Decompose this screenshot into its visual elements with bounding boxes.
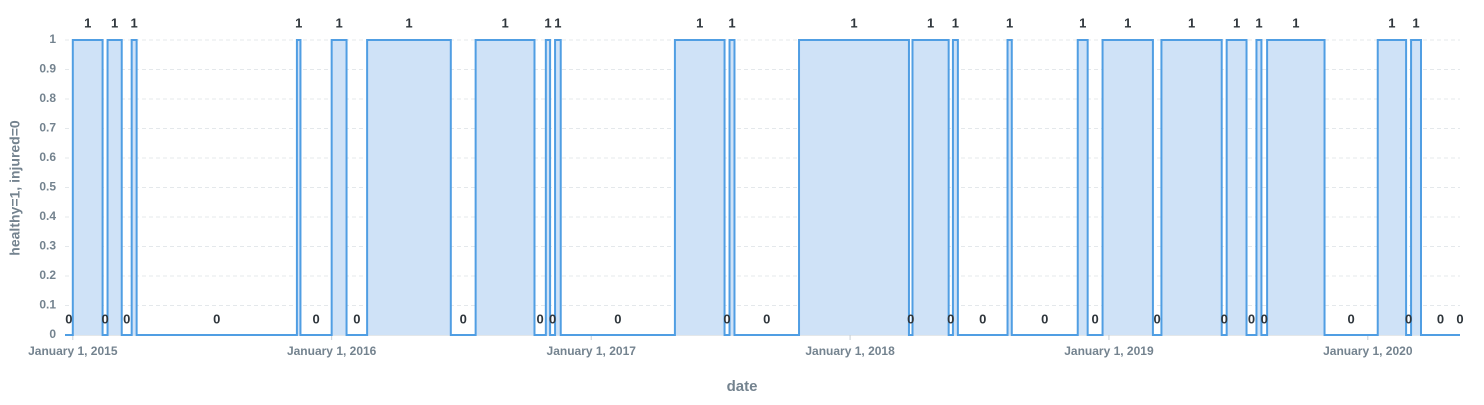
data-label: 1	[1124, 15, 1131, 30]
data-label: 0	[312, 311, 319, 326]
y-tick-label: 0.5	[39, 180, 56, 194]
data-label: 1	[544, 15, 551, 30]
y-tick-label: 0.7	[39, 121, 56, 135]
y-tick-label: 0.3	[39, 239, 56, 253]
data-label: 1	[1255, 15, 1262, 30]
data-label: 0	[907, 311, 914, 326]
data-label: 1	[952, 15, 959, 30]
data-label: 0	[1437, 311, 1444, 326]
x-tick-label: January 1, 2020	[1323, 344, 1413, 358]
data-label: 1	[1188, 15, 1195, 30]
data-label: 1	[554, 15, 561, 30]
y-tick-label: 0.6	[39, 150, 56, 164]
x-tick-label: January 1, 2015	[28, 344, 118, 358]
data-label: 1	[1388, 15, 1395, 30]
y-tick-label: 0.9	[39, 62, 56, 76]
data-label: 1	[1079, 15, 1086, 30]
data-label: 1	[335, 15, 342, 30]
x-axis-label: date	[727, 378, 758, 395]
data-label: 1	[1006, 15, 1013, 30]
data-label: 0	[213, 311, 220, 326]
x-tick-label: January 1, 2016	[287, 344, 377, 358]
data-label: 0	[763, 311, 770, 326]
y-axis-label: healthy=1, injured=0	[7, 120, 23, 256]
data-label: 1	[501, 15, 508, 30]
data-label: 1	[728, 15, 735, 30]
data-label: 1	[1292, 15, 1299, 30]
y-tick-label: 1	[49, 32, 56, 46]
data-label: 0	[1041, 311, 1048, 326]
data-label: 0	[123, 311, 130, 326]
data-label: 1	[405, 15, 412, 30]
data-label: 1	[131, 15, 138, 30]
data-label: 1	[84, 15, 91, 30]
y-tick-label: 0.2	[39, 268, 56, 282]
data-label: 0	[549, 311, 556, 326]
y-tick-label: 0.4	[39, 209, 56, 223]
data-label: 0	[353, 311, 360, 326]
data-label: 0	[1405, 311, 1412, 326]
data-label: 0	[1154, 311, 1161, 326]
data-label: 0	[947, 311, 954, 326]
y-tick-label: 0.1	[39, 298, 56, 312]
data-label: 1	[696, 15, 703, 30]
data-label: 1	[927, 15, 934, 30]
data-label: 0	[1456, 311, 1463, 326]
data-label: 0	[65, 311, 72, 326]
data-label: 0	[1248, 311, 1255, 326]
line	[65, 39, 1460, 336]
data-label: 1	[1412, 15, 1419, 30]
data-label: 0	[1091, 311, 1098, 326]
data-label: 0	[537, 311, 544, 326]
x-tick-label: January 1, 2018	[805, 344, 895, 358]
data-label: 0	[1261, 311, 1268, 326]
x-tick-label: January 1, 2019	[1064, 344, 1154, 358]
area	[65, 40, 1460, 335]
data-label: 0	[460, 311, 467, 326]
data-label: 1	[1233, 15, 1240, 30]
data-label: 1	[850, 15, 857, 30]
y-tick-label: 0	[49, 327, 56, 341]
data-label: 0	[723, 311, 730, 326]
data-label: 1	[111, 15, 118, 30]
data-label: 0	[1221, 311, 1228, 326]
data-label: 0	[979, 311, 986, 326]
data-label: 0	[1348, 311, 1355, 326]
y-tick-label: 0.8	[39, 91, 56, 105]
data-label: 0	[614, 311, 621, 326]
data-label: 0	[101, 311, 108, 326]
data-label: 1	[295, 15, 302, 30]
x-tick-label: January 1, 2017	[547, 344, 637, 358]
